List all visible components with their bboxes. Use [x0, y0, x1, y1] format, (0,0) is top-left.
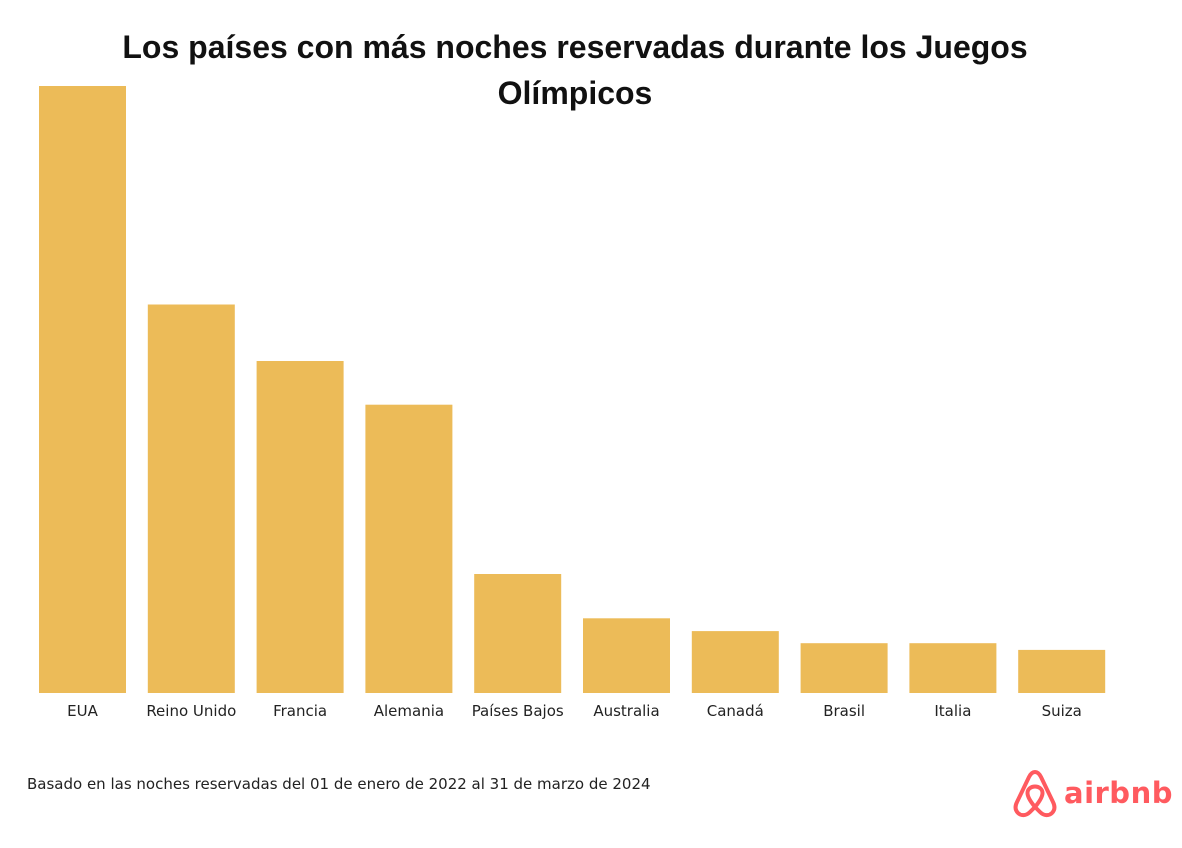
airbnb-wordmark: airbnb	[1064, 776, 1173, 810]
bar-italia	[909, 643, 997, 693]
bar-chart: EUA Reino Unido Francia Alemania Países Bajo…	[39, 86, 1106, 720]
x-tick-label: Reino Unido	[146, 702, 236, 720]
x-tick-label: Italia	[934, 702, 971, 720]
x-tick-label: Brasil	[823, 702, 865, 720]
x-tick-label: Suiza	[1042, 702, 1082, 720]
bar-canadá	[691, 631, 779, 693]
bar-suiza	[1018, 649, 1106, 693]
bar-reino-unido	[147, 304, 235, 693]
footnote: Basado en las noches reservadas del 01 d…	[27, 775, 651, 793]
x-tick-label: Alemania	[374, 702, 444, 720]
x-tick-label: Francia	[273, 702, 327, 720]
airbnb-belo-icon	[1013, 770, 1057, 818]
x-tick-label: Australia	[593, 702, 659, 720]
bar-alemania	[365, 404, 453, 693]
x-tick-label: Canadá	[707, 702, 764, 720]
chart-title: Los países con más noches reservadas dur…	[122, 29, 1028, 111]
bar-eua	[39, 86, 126, 693]
bar-países-bajos	[474, 574, 562, 693]
airbnb-logo: airbnb	[1012, 768, 1173, 818]
bar-brasil	[800, 643, 888, 693]
x-tick-label: EUA	[67, 702, 98, 720]
x-tick-label: Países Bajos	[472, 702, 564, 720]
x-tick-labels: EUA Reino Unido Francia Alemania Países Bajo…	[67, 702, 1082, 720]
bar-francia	[256, 361, 344, 693]
bar-australia	[583, 618, 670, 693]
bars-group	[39, 86, 1106, 693]
